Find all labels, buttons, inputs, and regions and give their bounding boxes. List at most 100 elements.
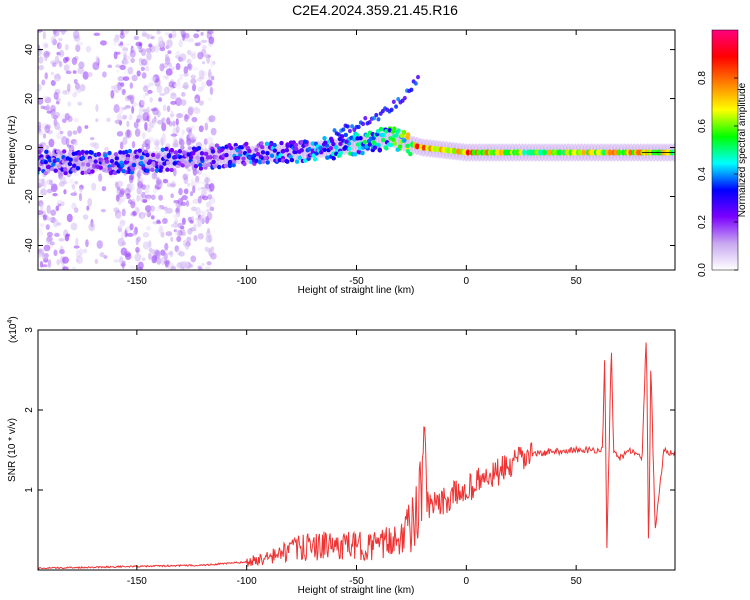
heatmap-cell	[173, 221, 178, 229]
heatmap-cell	[52, 218, 59, 228]
heatmap-cell	[68, 157, 73, 162]
heatmap-cell	[148, 113, 153, 121]
heatmap-cell	[116, 130, 124, 137]
heatmap-cell	[158, 183, 163, 189]
heatmap-cell	[269, 153, 275, 158]
heatmap-cell	[124, 55, 131, 60]
heatmap-cell	[322, 147, 327, 153]
heatmap-cell	[208, 68, 212, 78]
heatmap-cell	[88, 222, 95, 232]
heatmap-cell	[63, 64, 70, 72]
heatmap-cell	[141, 58, 148, 66]
heatmap-cell	[127, 66, 134, 75]
heatmap-cell	[136, 114, 143, 121]
heatmap-cell	[163, 259, 171, 265]
heatmap-cell	[113, 41, 117, 46]
heatmap-cell	[136, 194, 140, 202]
heatmap-cell	[162, 217, 168, 225]
heatmap-cell	[38, 97, 44, 105]
heatmap-cell	[199, 209, 207, 217]
heatmap-cell	[111, 85, 115, 90]
heatmap-cell	[71, 184, 76, 190]
heatmap-cell	[157, 41, 163, 45]
heatmap-cell	[146, 51, 152, 61]
heatmap-cell	[75, 165, 81, 171]
heatmap-cell	[95, 55, 99, 64]
heatmap-cell	[39, 203, 44, 212]
heatmap-cell	[199, 151, 205, 156]
heatmap-cell	[322, 136, 327, 141]
heatmap-cell	[58, 37, 63, 42]
heatmap-cell	[162, 136, 167, 142]
heatmap-cell	[184, 114, 190, 120]
heatmap-cell	[199, 156, 205, 161]
heatmap-cell	[265, 150, 270, 156]
heatmap-cell	[155, 154, 160, 159]
heatmap-cell	[179, 158, 185, 163]
heatmap-cell	[164, 205, 168, 215]
heatmap-cell	[82, 214, 89, 220]
colorbar: 0.0 0.2 0.4 0.6 0.8 Normalized spectral ampl…	[697, 29, 748, 277]
heatmap-cell	[227, 159, 233, 165]
heatmap-cell	[163, 252, 168, 261]
heatmap-cell	[62, 118, 67, 124]
heatmap-cell	[181, 32, 186, 41]
heatmap-cell	[119, 32, 125, 40]
heatmap-cell	[117, 237, 125, 247]
heatmap-cell	[178, 187, 183, 196]
heatmap-cell	[195, 207, 201, 216]
heatmap-cell	[350, 124, 355, 129]
heatmap-cell	[72, 163, 77, 168]
heatmap-cell	[196, 145, 202, 151]
heatmap-cell	[195, 155, 200, 160]
heatmap-cell	[165, 231, 173, 237]
heatmap-cell	[177, 161, 182, 166]
heatmap-cell	[120, 163, 125, 168]
heatmap-cell	[125, 43, 131, 47]
heatmap-cell	[67, 161, 73, 167]
heatmap-cell	[94, 164, 100, 169]
heatmap-cell	[110, 89, 115, 99]
heatmap-cell	[384, 129, 389, 134]
heatmap-cell	[259, 141, 264, 146]
heatmap-cell	[323, 140, 328, 145]
heatmap-cell	[38, 227, 44, 237]
heatmap-cell	[187, 106, 195, 114]
heatmap-cell	[46, 235, 53, 243]
snr-y-label: SNR (10 * v/v)	[7, 418, 18, 482]
heatmap-cell	[197, 233, 204, 240]
heatmap-cell	[78, 61, 85, 69]
heatmap-cell	[147, 89, 153, 94]
heatmap-cell	[114, 35, 121, 44]
heatmap-cell	[409, 87, 414, 92]
heatmap-cell	[131, 265, 136, 270]
heatmap-cell	[189, 264, 194, 268]
heatmap-cell	[79, 187, 83, 193]
heatmap-cell	[73, 207, 79, 214]
heatmap-cell	[149, 205, 156, 212]
heatmap-cell	[150, 215, 155, 220]
heatmap-cell	[205, 208, 210, 213]
y-tick-label: 40	[24, 44, 35, 56]
heatmap-cell	[175, 206, 180, 213]
heatmap-cell	[257, 159, 263, 165]
heatmap-cell	[181, 194, 188, 201]
heatmap-cell	[58, 181, 65, 187]
colorbar-tick-label: 0.6	[697, 119, 708, 133]
heatmap-cell	[180, 30, 186, 35]
heatmap-cell	[145, 152, 150, 158]
heatmap-cell	[114, 119, 122, 124]
heatmap-cell	[46, 188, 53, 194]
heatmap-cell	[396, 128, 401, 133]
heatmap-cell	[112, 170, 118, 176]
heatmap-cell	[63, 56, 68, 64]
heatmap-cell	[421, 144, 427, 151]
heatmap-cell	[116, 212, 123, 220]
heatmap-cell	[341, 127, 346, 132]
snr-y-multiplier: (x104)	[7, 316, 19, 343]
heatmap-cell	[389, 107, 394, 112]
heatmap-cell	[206, 162, 211, 168]
heatmap-cell	[121, 88, 126, 96]
heatmap-cell	[214, 143, 220, 148]
heatmap-cell	[175, 97, 183, 107]
